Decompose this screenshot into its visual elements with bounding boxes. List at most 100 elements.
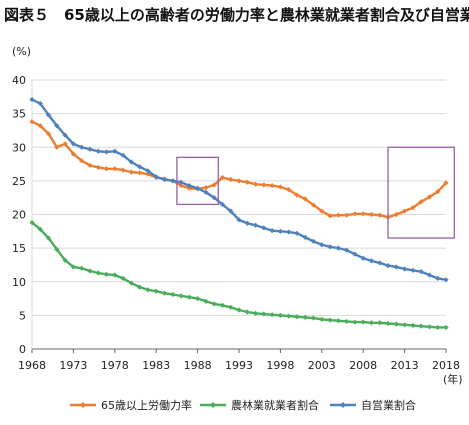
series-1-point-43 <box>385 320 391 327</box>
series-1-point-6 <box>79 265 85 271</box>
series-0-point-37 <box>335 212 341 218</box>
legend-item-1: 農林業就業者割合 <box>200 398 319 412</box>
series-0-point-29 <box>269 182 275 189</box>
series-2-point-24 <box>228 208 234 214</box>
series-2-point-5 <box>70 141 76 147</box>
series-1-point-9 <box>103 271 110 277</box>
series-0-point-49 <box>435 189 441 195</box>
series-1-point-48 <box>426 324 433 330</box>
series-1-point-21 <box>203 298 209 304</box>
series-2-point-30 <box>277 228 283 234</box>
series-2-point-40 <box>360 255 366 261</box>
series-line-0 <box>31 120 447 219</box>
series-2-point-20 <box>195 185 201 191</box>
series-0-point-38 <box>344 212 350 218</box>
highlight-box-0 <box>176 156 219 206</box>
x-tick-label-10: 2018 <box>432 359 460 372</box>
x-tick-label-0: 1968 <box>18 359 46 372</box>
series-1-point-20 <box>195 295 201 302</box>
series-0-point-28 <box>261 182 267 188</box>
series-0-point-46 <box>410 205 416 211</box>
series-1-point-27 <box>252 310 259 316</box>
x-tick-label-1: 1973 <box>59 359 87 372</box>
series-1-point-16 <box>161 290 168 296</box>
x-tick-label-2: 1978 <box>101 359 129 372</box>
series-2-point-6 <box>79 144 85 150</box>
series-2-point-26 <box>244 220 250 226</box>
series-1-point-19 <box>186 294 192 300</box>
series-0-point-24 <box>228 176 234 183</box>
series-1-point-26 <box>244 309 250 315</box>
legend: 65歳以上労働力率 農林業就業者割合 自営業割合 <box>70 398 416 412</box>
series-1-point-13 <box>137 284 143 290</box>
series-2-point-4 <box>62 132 68 138</box>
series-2-point-16 <box>161 176 168 183</box>
series-1-point-18 <box>178 293 184 299</box>
series-0-point-12 <box>128 169 134 175</box>
series-0-point-50 <box>443 180 449 186</box>
series-1-point-41 <box>368 320 375 326</box>
y-tick-label-3: 15 <box>12 242 26 255</box>
x-tick-labels: 1968 1973 1978 1983 1988 1993 1998 2003 2008 2013… <box>18 359 460 372</box>
series-0-point-11 <box>120 167 126 173</box>
series-group <box>29 96 449 331</box>
series-1-point-22 <box>211 301 217 307</box>
series-0-point-9 <box>103 166 110 172</box>
series-0 <box>29 119 449 220</box>
series-0-point-30 <box>277 184 283 190</box>
series-0-point-25 <box>236 178 242 184</box>
series-0-point-42 <box>377 212 383 218</box>
series-0-point-31 <box>286 187 292 193</box>
series-0-point-36 <box>327 213 333 219</box>
series-1-point-24 <box>228 304 234 310</box>
legend-label-0: 65歳以上労働力率 <box>101 398 192 412</box>
series-0-point-35 <box>319 208 325 214</box>
series-1-point-11 <box>120 275 126 281</box>
series-2-point-21 <box>203 189 209 195</box>
series-0-point-3 <box>54 144 60 150</box>
series-1-point-23 <box>219 302 226 308</box>
y-tick-labels: 0 5 10 15 20 25 30 35 40 <box>12 74 26 356</box>
series-1-point-25 <box>236 307 242 313</box>
axes <box>31 80 447 353</box>
y-tick-label-8: 40 <box>12 74 26 87</box>
series-1-point-32 <box>294 314 300 320</box>
series-0-point-34 <box>310 202 317 208</box>
y-tick-label-2: 10 <box>12 276 26 289</box>
series-2-point-37 <box>335 245 341 251</box>
x-tick-label-6: 1998 <box>266 359 294 372</box>
y-tick-label-6: 30 <box>12 141 26 154</box>
series-1 <box>29 219 449 331</box>
series-2-point-27 <box>252 222 259 228</box>
series-2-point-1 <box>37 100 43 107</box>
series-0-point-7 <box>87 162 93 169</box>
series-2-point-31 <box>286 229 292 235</box>
series-2-point-7 <box>87 146 93 152</box>
series-2-point-14 <box>145 168 151 174</box>
y-tick-label-1: 5 <box>19 309 26 322</box>
series-2-point-23 <box>219 201 226 208</box>
highlight-box-1 <box>387 146 455 239</box>
series-1-point-5 <box>70 264 76 270</box>
series-0-point-39 <box>352 211 358 217</box>
series-0-point-41 <box>368 211 375 218</box>
series-0-point-5 <box>70 151 76 157</box>
series-2-point-13 <box>137 164 143 170</box>
series-0-point-13 <box>137 170 143 176</box>
annotations <box>176 146 455 239</box>
series-0-point-8 <box>95 164 101 171</box>
series-2-point-17 <box>170 178 176 184</box>
series-2-point-0 <box>29 96 35 103</box>
x-tick-label-3: 1983 <box>142 359 170 372</box>
series-2-point-33 <box>302 234 308 240</box>
series-1-point-3 <box>54 246 60 253</box>
series-1-point-33 <box>302 314 308 320</box>
series-2-point-48 <box>426 272 433 278</box>
x-tick-label-9: 2013 <box>391 359 419 372</box>
legend-swatch-marker-2 <box>340 402 346 408</box>
series-0-point-6 <box>79 158 85 164</box>
series-2-point-12 <box>128 159 134 165</box>
x-axis-unit: (年) <box>443 372 463 386</box>
series-2-point-34 <box>310 238 317 244</box>
